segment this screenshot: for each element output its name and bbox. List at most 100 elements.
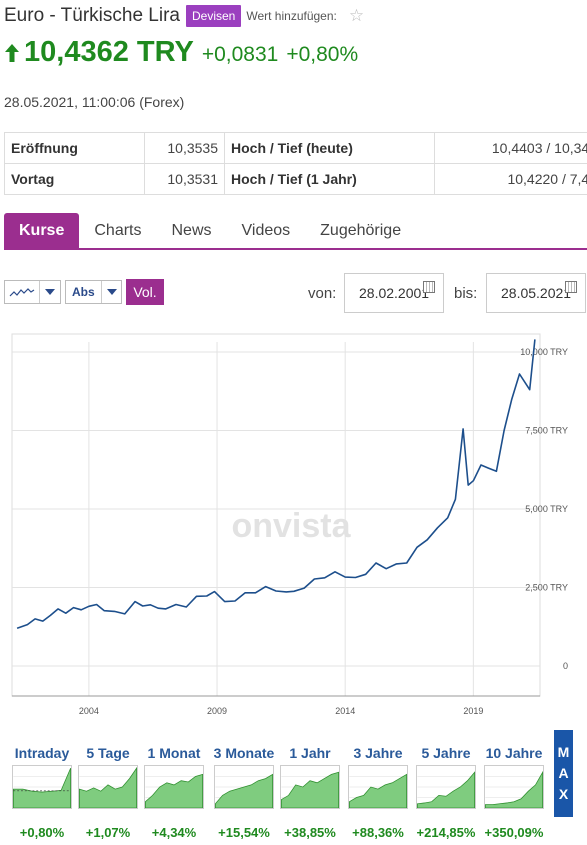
stat-value: 10,3535 <box>144 132 225 164</box>
instrument-header: Euro - Türkische Lira Devisen Wert hinzu… <box>4 4 364 28</box>
sparkline-area <box>348 773 408 809</box>
x-tick-label: 2009 <box>207 706 227 716</box>
stat-value: 10,3531 <box>144 163 225 195</box>
performance-tile[interactable]: 5 Tage +1,07% <box>76 745 140 840</box>
tab-charts[interactable]: Charts <box>94 222 142 239</box>
x-tick-label: 2014 <box>335 706 355 716</box>
performance-tile[interactable]: Intraday +0,80% <box>10 745 74 840</box>
performance-value: +214,85% <box>416 825 476 840</box>
tab-kurse[interactable]: Kurse <box>4 213 80 248</box>
performance-value: +88,36% <box>352 825 404 840</box>
to-date-input[interactable]: 28.05.2021 <box>486 273 586 313</box>
performance-period-label: 1 Monat <box>147 745 201 761</box>
performance-value: +15,54% <box>218 825 270 840</box>
y-axis-labels: 10,000 TRY 7,500 TRY 5,000 TRY 2,500 TRY 0 <box>520 347 568 671</box>
calendar-icon[interactable] <box>423 281 435 293</box>
sparkline-chart <box>484 765 544 809</box>
volume-toggle-button[interactable]: Vol. <box>126 279 164 305</box>
stats-table: Eröffnung 10,3535 Hoch / Tief (heute) 10… <box>4 132 587 195</box>
table-row: Vortag 10,3531 Hoch / Tief (1 Jahr) 10,4… <box>4 163 587 195</box>
stat-label: Hoch / Tief (1 Jahr) <box>224 163 435 195</box>
performance-period-label: Intraday <box>14 745 70 761</box>
stat-value: 10,4403 / 10,340 <box>434 132 587 164</box>
y-tick-label: 10,000 TRY <box>520 347 568 357</box>
from-label: von: <box>308 285 337 302</box>
sparkline-area <box>144 773 204 809</box>
sparkline-chart <box>348 765 408 809</box>
x-tick-label: 2004 <box>79 706 99 716</box>
performance-value: +350,09% <box>484 825 544 840</box>
sparkline-area <box>214 773 274 809</box>
performance-tile[interactable]: 3 Monate +15,54% <box>212 745 276 840</box>
x-axis-labels: 2004 2009 2014 2019 <box>79 706 483 716</box>
chart-grid <box>11 333 541 697</box>
sparkline-area <box>78 766 138 809</box>
performance-period-label: 3 Jahre <box>353 745 403 761</box>
table-row: Eröffnung 10,3535 Hoch / Tief (heute) 10… <box>4 132 587 164</box>
change-percent: +0,80% <box>286 43 359 66</box>
last-price: 10,4362 TRY <box>24 36 194 68</box>
sparkline-area <box>484 770 544 809</box>
performance-period-label: 1 Jahr <box>289 745 331 761</box>
asset-class-badge[interactable]: Devisen <box>186 5 242 27</box>
from-date-value: 28.02.2001 <box>359 285 430 301</box>
performance-period-label: 10 Jahre <box>485 745 543 761</box>
y-tick-label: 7,500 TRY <box>525 426 568 436</box>
sparkline-chart <box>214 765 274 809</box>
stat-label: Vortag <box>4 163 145 195</box>
sparkline-area <box>12 767 72 809</box>
to-date-value: 28.05.2021 <box>501 285 572 301</box>
change-absolute: +0,0831 <box>201 43 279 66</box>
performance-value: +4,34% <box>151 825 197 840</box>
performance-tile[interactable]: 5 Jahre +214,85% <box>414 745 478 840</box>
performance-value: +38,85% <box>284 825 336 840</box>
performance-period-label: 3 Monate <box>213 745 275 761</box>
tab-news[interactable]: News <box>171 222 212 239</box>
arrow-up-icon <box>5 43 19 62</box>
calendar-icon[interactable] <box>565 281 577 293</box>
chevron-down-icon <box>101 281 121 303</box>
stat-label: Eröffnung <box>4 132 145 164</box>
add-to-watchlist-label: Wert hinzufügen: <box>246 9 337 23</box>
sparkline-chart <box>144 765 204 809</box>
quote-line: 10,4362 TRY +0,0831 +0,80% <box>4 36 358 69</box>
performance-tile[interactable]: 3 Jahre +88,36% <box>346 745 410 840</box>
stat-label: Hoch / Tief (heute) <box>224 132 435 164</box>
price-chart[interactable]: onvista 10,000 TRY 7,500 TRY 5,000 TRY 2,50… <box>0 320 587 720</box>
y-tick-label: 2,500 TRY <box>525 583 568 593</box>
tab-zugehoerige[interactable]: Zugehörige <box>320 222 402 239</box>
tab-videos[interactable]: Videos <box>241 222 291 239</box>
max-letter: X <box>558 786 569 802</box>
y-tick-label: 0 <box>563 661 568 671</box>
sparkline-chart <box>12 765 72 809</box>
star-icon[interactable]: ☆ <box>348 6 365 25</box>
stat-value: 10,4220 / 7,45 <box>434 163 587 195</box>
plot-area <box>11 333 541 697</box>
scale-label: Abs <box>72 285 95 299</box>
sparkline-chart <box>416 765 476 809</box>
scale-select[interactable]: Abs <box>65 280 122 304</box>
max-letter: M <box>557 744 570 760</box>
x-tick-label: 2019 <box>463 706 483 716</box>
performance-period-label: 5 Jahre <box>421 745 471 761</box>
sparkline-chart <box>280 765 340 809</box>
sparkline-chart <box>78 765 138 809</box>
performance-tile[interactable]: 1 Jahr +38,85% <box>278 745 342 840</box>
chevron-down-icon <box>39 281 59 303</box>
to-label: bis: <box>454 285 478 302</box>
line-chart-icon <box>9 288 35 297</box>
sparkline-area <box>280 771 340 809</box>
page-title: Euro - Türkische Lira <box>4 5 180 26</box>
performance-tile[interactable]: 10 Jahre +350,09% <box>482 745 546 840</box>
chart-type-select[interactable] <box>4 280 61 304</box>
y-tick-label: 5,000 TRY <box>525 504 568 514</box>
quote-timestamp: 28.05.2021, 11:00:06 (Forex) <box>4 94 185 110</box>
performance-value: +0,80% <box>19 825 65 840</box>
tab-bar: Kurse Charts News Videos Zugehörige <box>4 213 587 250</box>
performance-tile[interactable]: 1 Monat +4,34% <box>142 745 206 840</box>
performance-value: +1,07% <box>85 825 131 840</box>
max-letter: A <box>558 765 569 781</box>
from-date-input[interactable]: 28.02.2001 <box>344 273 444 313</box>
performance-period-label: 5 Tage <box>86 745 130 761</box>
max-range-button[interactable]: M A X <box>554 730 573 817</box>
